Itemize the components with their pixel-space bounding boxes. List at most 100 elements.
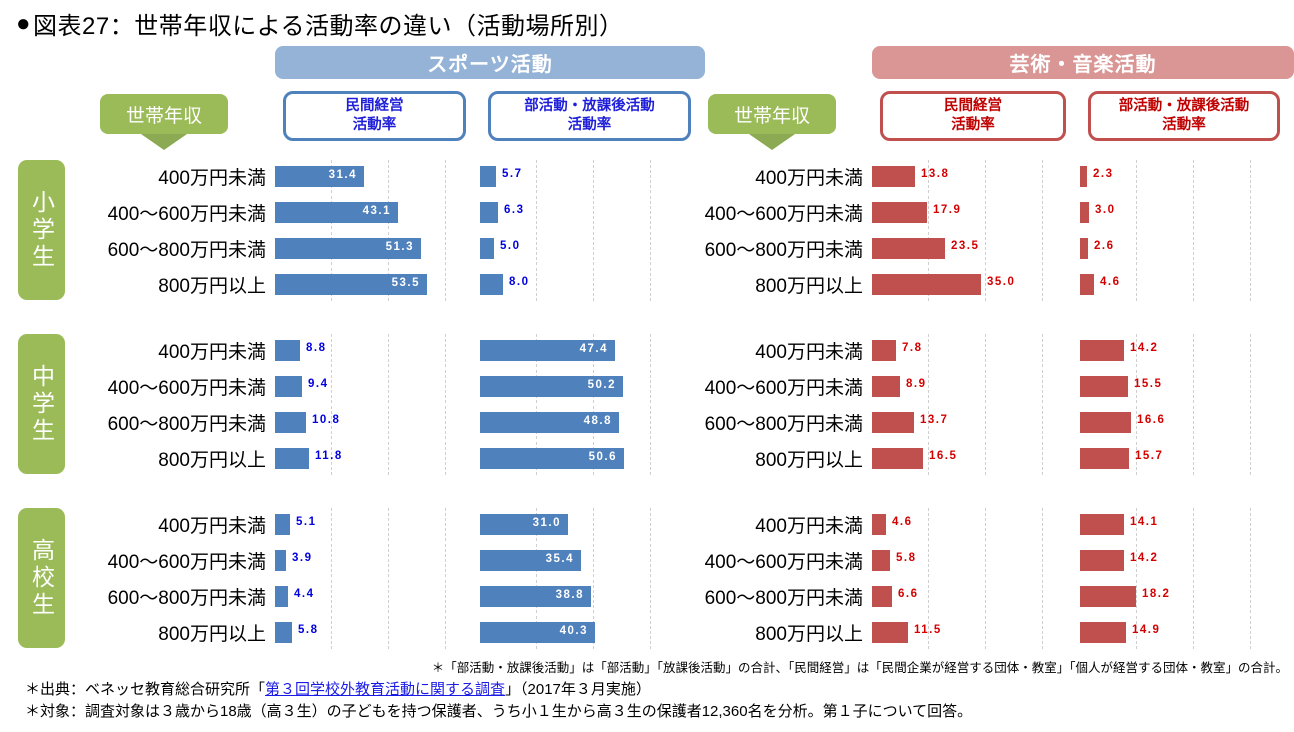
chart-cell: 4.6 xyxy=(872,506,1080,542)
bullet-icon: ● xyxy=(16,9,31,37)
bar-row: 400～600万円未満 9.4 50.2 xyxy=(15,368,705,404)
bar xyxy=(872,376,900,397)
chart-cell: 3.9 xyxy=(275,542,480,578)
value-label: 10.8 xyxy=(312,414,341,426)
bar: 48.8 xyxy=(480,412,619,433)
bar xyxy=(872,586,892,607)
income-label: 600～800万円未満 xyxy=(107,239,266,261)
footnote-source-suffix: 」（2017年３月実施） xyxy=(505,681,651,698)
arts-panel: 芸術・音楽活動 世帯年収 民間経営 活動率 部活動・放課後活動 活動率 400万… xyxy=(700,46,1294,650)
chart-cell: 15.7 xyxy=(1080,440,1294,476)
value-label: 13.8 xyxy=(921,168,950,180)
arts-club-header: 部活動・放課後活動 活動率 xyxy=(1088,91,1280,141)
bar-row: 800万円以上 53.5 8.0 xyxy=(15,266,705,302)
chart-cell: 5.0 xyxy=(480,230,705,266)
bar-row: 400万円未満 31.4 5.7 xyxy=(15,158,705,194)
chart-cell: 51.3 xyxy=(275,230,480,266)
household-income-label: 世帯年収 xyxy=(100,94,228,150)
bar xyxy=(480,202,498,223)
value-label: 5.8 xyxy=(896,552,917,564)
bar-row: 400～600万円未満 8.9 15.5 xyxy=(700,368,1294,404)
chart-cell: 14.1 xyxy=(1080,506,1294,542)
chart-cell: 7.8 xyxy=(872,332,1080,368)
value-label: 50.6 xyxy=(588,451,617,463)
value-label: 14.9 xyxy=(1132,624,1161,636)
chart-cell: 38.8 xyxy=(480,578,705,614)
income-label: 400万円未満 xyxy=(158,167,266,189)
chart-cell: 3.0 xyxy=(1080,194,1294,230)
chart-cell: 47.4 xyxy=(480,332,705,368)
chart-cell: 5.7 xyxy=(480,158,705,194)
chart-title: ● 図表27：世帯年収による活動率の違い（活動場所別） xyxy=(16,6,623,41)
value-label: 17.9 xyxy=(933,204,962,216)
chart-cell: 9.4 xyxy=(275,368,480,404)
value-label: 8.9 xyxy=(906,378,927,390)
chart-cell: 14.2 xyxy=(1080,332,1294,368)
income-label: 400～600万円未満 xyxy=(704,203,863,225)
bar xyxy=(1080,448,1129,469)
bar xyxy=(1080,202,1089,223)
bar xyxy=(872,550,890,571)
bar-row: 600～800万円未満 23.5 2.6 xyxy=(700,230,1294,266)
chart-cell: 2.3 xyxy=(1080,158,1294,194)
header-line: 活動率 xyxy=(567,117,612,133)
student-group: 400万円未満 7.8 14.2 400～600万円未満 8.9 15.5 600～800万… xyxy=(700,332,1294,476)
income-label: 400万円未満 xyxy=(755,515,863,537)
value-label: 5.8 xyxy=(298,624,319,636)
income-label: 400～600万円未満 xyxy=(704,551,863,573)
bar xyxy=(872,622,908,643)
chart-cell: 4.4 xyxy=(275,578,480,614)
income-label: 400万円未満 xyxy=(158,515,266,537)
value-label: 38.8 xyxy=(555,589,584,601)
income-label: 400万円未満 xyxy=(755,341,863,363)
footnote-source: ＊出典：ベネッセ教育総合研究所「第３回学校外教育活動に関する調査」（2017年３… xyxy=(25,678,651,699)
bar-row: 600～800万円未満 6.6 18.2 xyxy=(700,578,1294,614)
income-label: 800万円以上 xyxy=(755,623,863,645)
chart-cell: 18.2 xyxy=(1080,578,1294,614)
sports-groups: 小学生 400万円未満 31.4 5.7 400～600万円未満 43.1 6.3 600～8… xyxy=(15,158,705,650)
value-label: 13.7 xyxy=(920,414,949,426)
income-label: 400～600万円未満 xyxy=(107,377,266,399)
bar xyxy=(275,412,306,433)
bar-row: 400～600万円未満 5.8 14.2 xyxy=(700,542,1294,578)
chart-cell: 13.7 xyxy=(872,404,1080,440)
bar-row: 600～800万円未満 10.8 48.8 xyxy=(15,404,705,440)
bar-row: 800万円以上 5.8 40.3 xyxy=(15,614,705,650)
value-label: 35.4 xyxy=(545,553,574,565)
chart-cell: 23.5 xyxy=(872,230,1080,266)
bar: 51.3 xyxy=(275,238,421,259)
student-group: 高校生 400万円未満 5.1 31.0 400～600万円未満 3.9 35.4 600～8… xyxy=(15,506,705,650)
value-label: 3.0 xyxy=(1095,204,1116,216)
chart-cell: 8.9 xyxy=(872,368,1080,404)
value-label: 40.3 xyxy=(559,625,588,637)
income-label: 400～600万円未満 xyxy=(704,377,863,399)
value-label: 14.2 xyxy=(1130,552,1159,564)
footnote-target: ＊対象：調査対象は３歳から18歳（高３生）の子どもを持つ保護者、うち小１生から高… xyxy=(25,703,973,720)
header-line: 部活動・放課後活動 xyxy=(1118,98,1250,115)
header-line: 活動率 xyxy=(1162,117,1206,133)
bar xyxy=(872,514,886,535)
bar-row: 400万円未満 5.1 31.0 xyxy=(15,506,705,542)
income-label: 400～600万円未満 xyxy=(107,551,266,573)
chart-cell: 13.8 xyxy=(872,158,1080,194)
bar xyxy=(275,340,300,361)
bar-row: 400万円未満 7.8 14.2 xyxy=(700,332,1294,368)
value-label: 35.0 xyxy=(987,276,1016,288)
bar: 31.4 xyxy=(275,166,364,187)
arts-groups: 400万円未満 13.8 2.3 400～600万円未満 17.9 3.0 600～800万… xyxy=(700,158,1294,650)
income-label: 600～800万円未満 xyxy=(704,413,863,435)
bar xyxy=(275,448,309,469)
source-link[interactable]: 第３回学校外教育活動に関する調査 xyxy=(265,681,506,698)
chart-cell: 35.4 xyxy=(480,542,705,578)
value-label: 53.5 xyxy=(391,277,420,289)
bar xyxy=(480,166,496,187)
bar: 35.4 xyxy=(480,550,581,571)
chart-cell: 8.8 xyxy=(275,332,480,368)
down-arrow-icon xyxy=(749,134,795,150)
value-label: 15.5 xyxy=(1134,378,1163,390)
bar: 50.2 xyxy=(480,376,623,397)
chart-cell: 4.6 xyxy=(1080,266,1294,302)
income-label: 600～800万円未満 xyxy=(704,239,863,261)
bar-row: 600～800万円未満 51.3 5.0 xyxy=(15,230,705,266)
chart-cell: 53.5 xyxy=(275,266,480,302)
